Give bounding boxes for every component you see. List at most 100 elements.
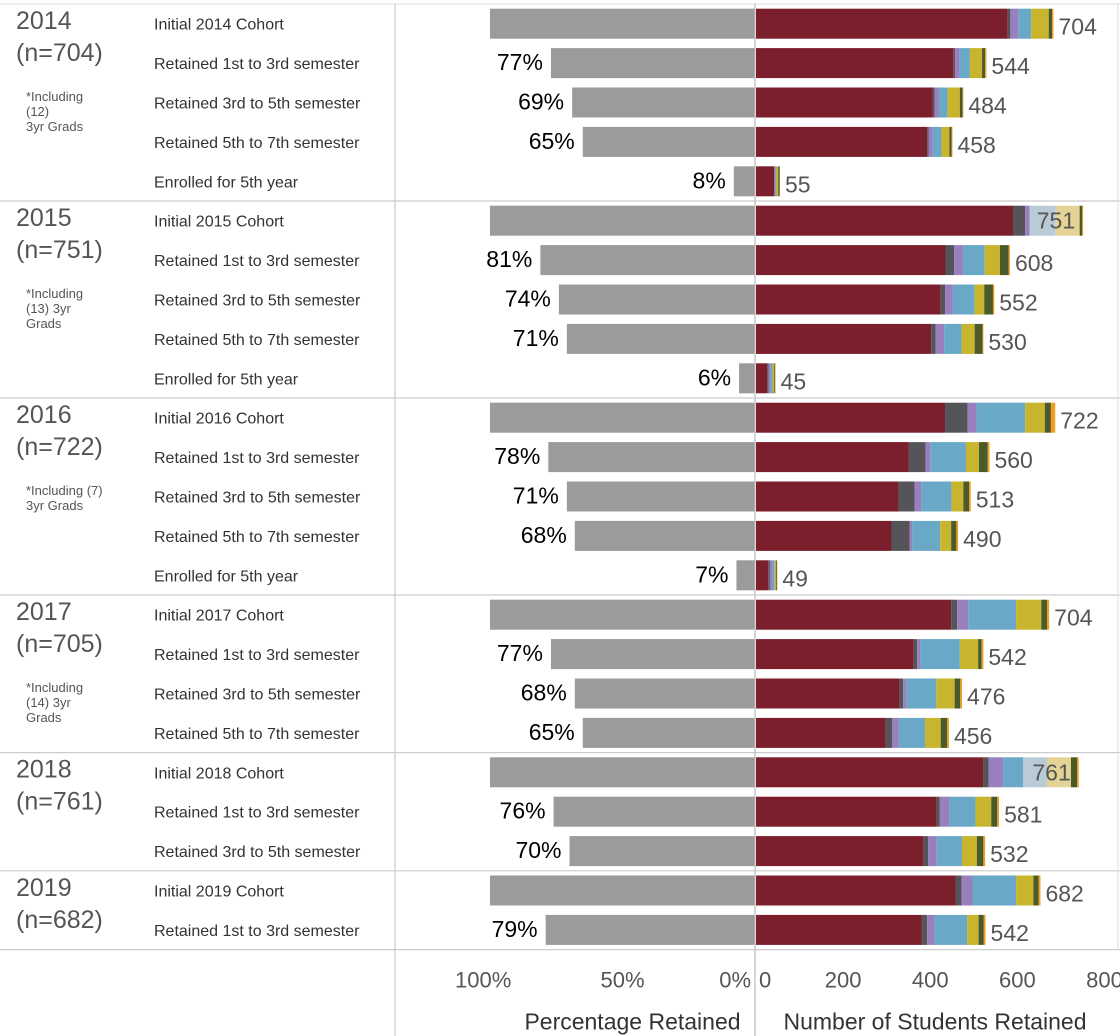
percent-label: 70% (515, 837, 561, 863)
row-label: Retained 1st to 3rd semester (154, 56, 360, 73)
count-segment (892, 717, 899, 748)
count-segment (954, 245, 963, 276)
percent-bar (736, 560, 755, 591)
percent-label: 77% (497, 640, 543, 666)
percent-label: 8% (693, 167, 726, 193)
count-segment-highlight (1023, 757, 1047, 788)
row-label: Retained 1st to 3rd semester (154, 253, 360, 270)
count-label: 608 (1015, 250, 1053, 276)
row-label: Retained 3rd to 5th semester (154, 687, 361, 704)
count-segment (978, 914, 984, 945)
row-label: Retained 5th to 7th semester (154, 726, 360, 743)
percent-label: 78% (494, 443, 540, 469)
count-segment (756, 678, 900, 709)
count-segment (776, 560, 777, 591)
row-label: Enrolled for 5th year (154, 174, 299, 191)
count-segment (961, 875, 973, 906)
count-segment (967, 914, 979, 945)
group-year: 2017 (16, 598, 72, 626)
count-tick: 600 (999, 968, 1036, 993)
count-segment (974, 323, 983, 354)
percent-bar (574, 520, 755, 551)
count-tick: 0 (759, 968, 771, 993)
row-label: Retained 1st to 3rd semester (154, 805, 360, 822)
count-segment (962, 87, 964, 118)
count-segment (774, 560, 777, 591)
count-segment (979, 442, 988, 473)
count-segment (944, 323, 962, 354)
count-segment (1048, 8, 1053, 39)
count-segment (1025, 205, 1030, 236)
count-segment (955, 48, 960, 79)
count-segment (1003, 757, 1024, 788)
percent-bar (733, 166, 755, 197)
percent-bar (574, 678, 755, 709)
count-segment (756, 836, 924, 867)
count-segment (756, 875, 956, 906)
count-segment (940, 717, 948, 748)
count-segment (960, 678, 963, 709)
row-label: Initial 2015 Cohort (154, 214, 284, 231)
count-segment (756, 639, 914, 670)
count-segment (985, 48, 987, 79)
percent-bar (566, 481, 755, 512)
percent-bar (548, 442, 755, 473)
count-label: 581 (1004, 802, 1042, 828)
count-segment (756, 284, 941, 315)
count-segment (756, 520, 892, 551)
percent-tick: 100% (455, 968, 511, 993)
percent-bar (558, 284, 755, 315)
count-segment (982, 323, 984, 354)
count-segment (984, 284, 993, 315)
count-segment (969, 48, 983, 79)
percent-bar (572, 87, 755, 118)
count-segment (1046, 599, 1050, 630)
count-segment (769, 560, 773, 591)
row-label: Retained 3rd to 5th semester (154, 293, 361, 310)
count-label: 476 (967, 684, 1005, 710)
count-segment (962, 836, 977, 867)
count-segment (952, 284, 975, 315)
count-segment (1082, 205, 1084, 236)
percent-bar (582, 126, 755, 157)
count-segment (945, 402, 968, 433)
count-segment (776, 166, 779, 197)
group-year: 2018 (16, 756, 72, 784)
count-label: 704 (1059, 14, 1098, 40)
percent-label: 6% (698, 364, 731, 390)
count-segment (975, 796, 992, 827)
count-segment (756, 481, 899, 512)
percent-tick: 50% (600, 968, 644, 993)
count-segment (939, 796, 950, 827)
count-label: 682 (1045, 881, 1083, 907)
count-segment (756, 796, 937, 827)
count-label: 513 (976, 487, 1014, 513)
count-segment (756, 560, 769, 591)
count-segment (991, 796, 998, 827)
count-segment (947, 87, 960, 118)
count-segment (756, 8, 1008, 39)
percent-bar (739, 363, 755, 394)
percent-label: 68% (521, 680, 567, 706)
count-segment (934, 914, 968, 945)
count-segment (756, 323, 932, 354)
percent-label: 69% (518, 89, 564, 115)
group-note: (14) 3yr (26, 695, 71, 710)
count-segment (957, 599, 969, 630)
group-note: 3yr Grads (26, 498, 84, 513)
count-label: 544 (991, 53, 1030, 79)
count-segment (936, 796, 940, 827)
count-segment (941, 126, 950, 157)
count-segment (768, 560, 770, 591)
count-tick: 200 (825, 968, 862, 993)
count-segment-highlight (1029, 205, 1056, 236)
group-year: 2016 (16, 401, 72, 429)
count-segment (1079, 205, 1083, 236)
count-segment (1018, 8, 1032, 39)
group-note: (13) 3yr (26, 301, 71, 316)
count-segment (974, 284, 985, 315)
count-segment (908, 442, 926, 473)
count-segment (903, 678, 907, 709)
group-n: (n=682) (16, 906, 103, 934)
